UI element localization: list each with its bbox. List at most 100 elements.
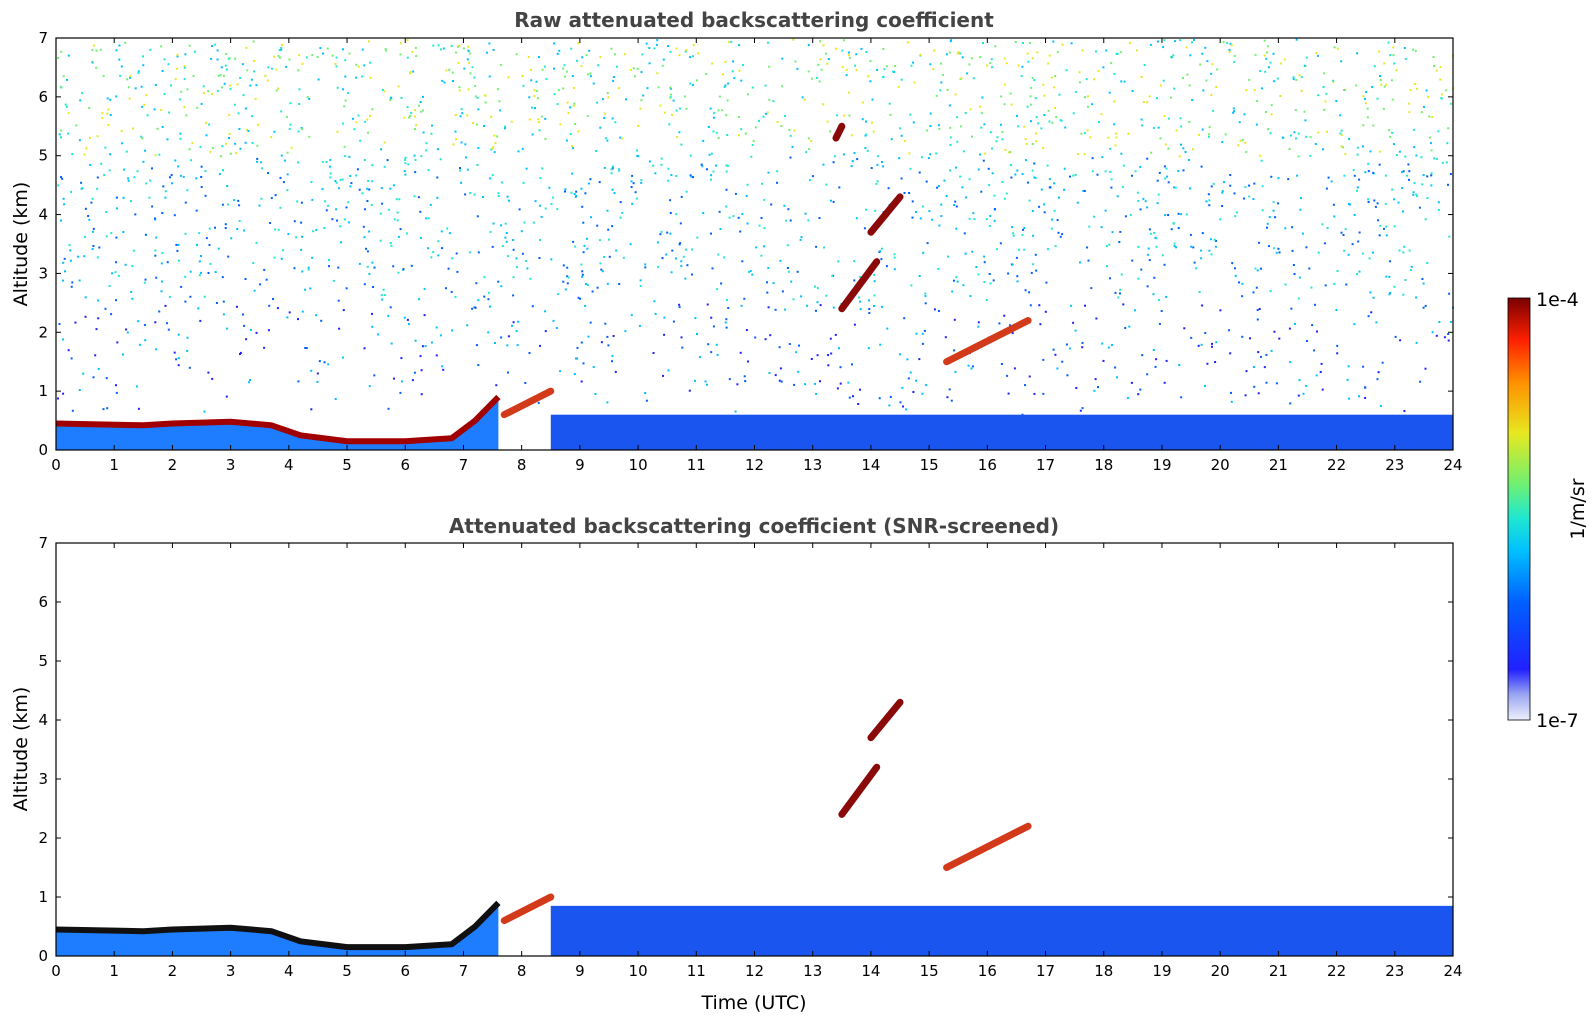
noise-pixel [504, 222, 507, 225]
noise-pixel [657, 86, 660, 89]
noise-pixel [940, 215, 943, 218]
noise-pixel [110, 313, 113, 316]
noise-pixel [815, 76, 818, 79]
noise-pixel [563, 64, 566, 67]
noise-pixel [1332, 79, 1335, 82]
noise-pixel [1245, 370, 1248, 373]
noise-pixel [1305, 246, 1308, 249]
noise-pixel [97, 299, 99, 302]
noise-pixel [805, 151, 808, 154]
noise-pixel [1339, 114, 1342, 117]
noise-pixel [1175, 129, 1178, 132]
noise-pixel [1362, 124, 1365, 127]
noise-pixel [507, 335, 510, 338]
noise-pixel [473, 193, 476, 196]
noise-pixel [409, 115, 411, 118]
noise-pixel [885, 65, 888, 68]
noise-pixel [1295, 137, 1297, 140]
noise-pixel [1114, 291, 1117, 294]
noise-pixel [710, 152, 713, 155]
noise-pixel [482, 125, 485, 127]
noise-pixel [1061, 43, 1064, 46]
noise-pixel [1048, 120, 1051, 123]
noise-pixel [876, 155, 879, 158]
noise-pixel [1190, 245, 1193, 248]
noise-pixel [127, 179, 130, 182]
noise-pixel [1322, 148, 1324, 151]
noise-pixel [776, 170, 779, 173]
noise-pixel [1033, 392, 1036, 395]
noise-pixel [410, 111, 413, 114]
noise-pixel [733, 77, 736, 80]
noise-pixel [1177, 170, 1180, 172]
noise-pixel [706, 168, 708, 171]
noise-pixel [229, 152, 232, 155]
noise-pixel [499, 109, 502, 112]
noise-pixel [1401, 171, 1403, 174]
noise-pixel [968, 63, 971, 66]
noise-pixel [685, 49, 688, 52]
noise-pixel [909, 113, 912, 116]
noise-pixel [387, 208, 390, 211]
noise-pixel [1362, 365, 1365, 368]
noise-pixel [807, 137, 810, 140]
noise-pixel [1162, 79, 1165, 82]
noise-pixel [198, 274, 201, 277]
noise-pixel [95, 328, 98, 331]
noise-pixel [494, 342, 496, 344]
noise-pixel [1427, 95, 1430, 98]
noise-pixel [636, 67, 639, 70]
noise-pixel [57, 57, 60, 59]
noise-pixel [208, 244, 211, 246]
noise-pixel [1370, 311, 1373, 314]
noise-pixel [142, 64, 145, 67]
noise-pixel [211, 377, 214, 380]
noise-pixel [285, 115, 288, 118]
y-tick-label: 3 [38, 770, 48, 788]
noise-pixel [1136, 191, 1139, 194]
noise-pixel [124, 41, 127, 44]
noise-pixel [468, 251, 471, 254]
noise-pixel [1031, 143, 1034, 145]
noise-pixel [800, 295, 803, 298]
noise-pixel [586, 247, 589, 250]
noise-pixel [500, 224, 503, 227]
noise-pixel [1087, 105, 1089, 108]
noise-pixel [864, 147, 867, 149]
noise-pixel [399, 42, 402, 45]
noise-pixel [124, 263, 127, 266]
noise-pixel [962, 150, 965, 153]
noise-pixel [540, 215, 543, 218]
noise-pixel [867, 347, 870, 350]
noise-pixel [277, 87, 280, 90]
noise-pixel [264, 74, 267, 77]
noise-pixel [905, 408, 908, 411]
noise-pixel [134, 87, 137, 90]
noise-pixel [1140, 118, 1143, 121]
noise-pixel [1046, 248, 1049, 251]
noise-pixel [870, 167, 873, 169]
noise-pixel [1165, 167, 1168, 170]
noise-pixel [346, 92, 349, 95]
noise-pixel [964, 196, 967, 199]
x-tick-label: 22 [1327, 962, 1346, 980]
noise-pixel [63, 257, 66, 260]
noise-pixel [306, 96, 309, 99]
noise-pixel [1342, 146, 1345, 149]
noise-pixel [656, 241, 659, 244]
noise-pixel [126, 78, 129, 81]
noise-pixel [544, 117, 547, 120]
noise-pixel [96, 135, 99, 138]
noise-pixel [280, 110, 283, 113]
noise-pixel [244, 141, 247, 144]
noise-pixel [1223, 181, 1225, 184]
noise-pixel [815, 392, 818, 395]
noise-pixel [368, 188, 371, 191]
noise-pixel [718, 210, 721, 213]
noise-pixel [1167, 117, 1170, 120]
noise-pixel [721, 109, 724, 112]
noise-pixel [105, 377, 108, 380]
noise-pixel [580, 341, 583, 344]
noise-pixel [1358, 395, 1360, 398]
noise-pixel [1049, 186, 1052, 189]
